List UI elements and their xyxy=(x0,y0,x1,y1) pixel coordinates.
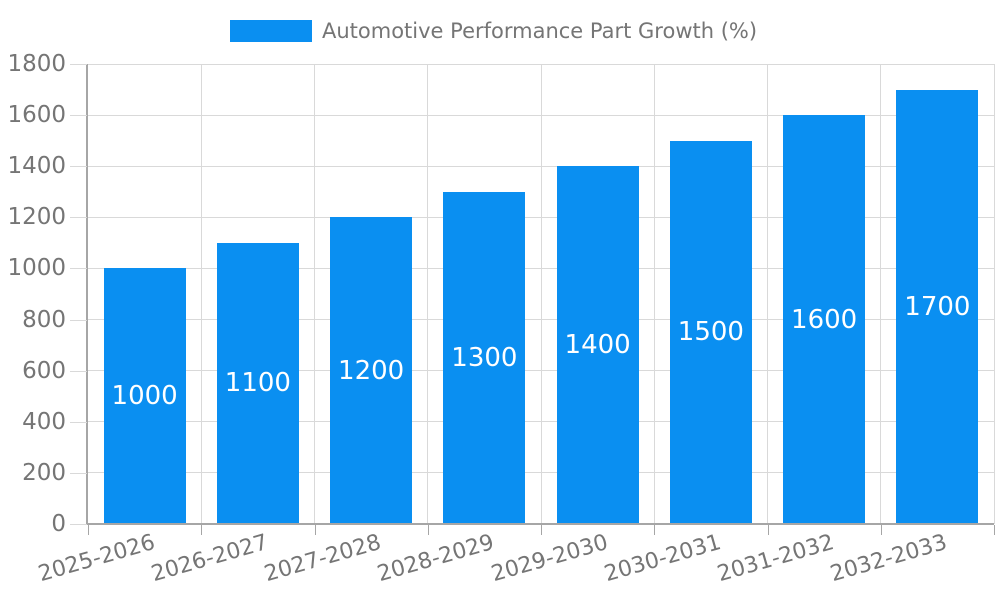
bar-value-label: 1500 xyxy=(677,317,744,348)
x-tick-label: 2029-2030 xyxy=(488,530,611,588)
y-tick-mark xyxy=(70,472,87,474)
x-tick-mark xyxy=(994,525,995,535)
bar-value-label: 1600 xyxy=(791,304,858,335)
bar xyxy=(669,140,752,523)
x-tick-label: 2030-2031 xyxy=(601,530,724,588)
y-tick-mark xyxy=(70,524,87,525)
x-tick-mark xyxy=(880,525,882,535)
bar-value-label: 1100 xyxy=(224,368,291,399)
x-gridline xyxy=(880,64,882,524)
x-tick-label: 2025-2026 xyxy=(35,530,158,588)
bar-value-label: 1200 xyxy=(338,355,405,386)
bar-value-label: 1300 xyxy=(451,342,518,373)
x-tick-label: 2031-2032 xyxy=(714,530,838,588)
y-tick-mark xyxy=(70,370,87,372)
y-tick-label: 1600 xyxy=(7,102,66,129)
x-tick-mark xyxy=(88,525,89,535)
bar xyxy=(216,242,299,523)
x-tick-mark xyxy=(427,525,429,535)
y-tick-mark xyxy=(70,421,87,423)
x-gridline xyxy=(200,64,202,524)
bar xyxy=(330,217,413,523)
y-tick-label: 600 xyxy=(22,357,66,384)
y-tick-label: 400 xyxy=(22,408,66,435)
y-tick-label: 200 xyxy=(22,459,66,486)
y-tick-label: 1800 xyxy=(7,51,66,77)
y-tick-mark xyxy=(70,268,87,270)
y-tick-label: 0 xyxy=(51,511,66,537)
x-gridline xyxy=(314,64,315,524)
bar xyxy=(556,166,639,523)
bar-value-label: 1000 xyxy=(111,381,178,412)
plot-area: 1000 1100 1200 1300 1400 1500 1600 1700 xyxy=(88,63,995,524)
y-tick-label: 1400 xyxy=(7,153,66,180)
x-tick-label: 2028-2029 xyxy=(375,530,498,588)
x-gridline xyxy=(767,64,768,524)
x-tick-label: 2026-2027 xyxy=(148,530,271,588)
x-gridline xyxy=(653,64,655,524)
x-tick-mark xyxy=(654,525,656,535)
y-tick-mark xyxy=(70,166,87,168)
bar-value-label: 1700 xyxy=(904,291,971,322)
y-tick-label: 1200 xyxy=(7,204,66,231)
legend-swatch xyxy=(230,20,312,42)
chart-legend: Automotive Performance Part Growth (%) xyxy=(0,0,1000,50)
x-gridline xyxy=(540,64,542,524)
x-tick-mark xyxy=(201,525,203,535)
x-gridline xyxy=(993,64,995,524)
bar xyxy=(443,191,526,523)
y-tick-label: 800 xyxy=(22,306,66,333)
y-tick-mark xyxy=(70,115,87,117)
x-tick-mark xyxy=(314,525,316,535)
x-axis-line xyxy=(86,523,994,525)
bar-value-label: 1400 xyxy=(564,330,631,361)
bar xyxy=(783,115,866,523)
x-tick-mark xyxy=(767,525,769,535)
x-tick-label: 2027-2028 xyxy=(261,530,385,588)
x-tick-label: 2032-2033 xyxy=(828,530,951,588)
legend-label: Automotive Performance Part Growth (%) xyxy=(322,19,758,43)
y-tick-label: 1000 xyxy=(7,255,66,282)
y-axis-line xyxy=(86,64,88,525)
bar xyxy=(896,89,979,523)
y-tick-mark xyxy=(70,217,87,219)
y-tick-mark xyxy=(70,319,87,321)
y-tick-mark xyxy=(70,64,87,65)
bar xyxy=(103,268,186,523)
x-tick-mark xyxy=(541,525,542,535)
x-gridline xyxy=(427,64,429,524)
